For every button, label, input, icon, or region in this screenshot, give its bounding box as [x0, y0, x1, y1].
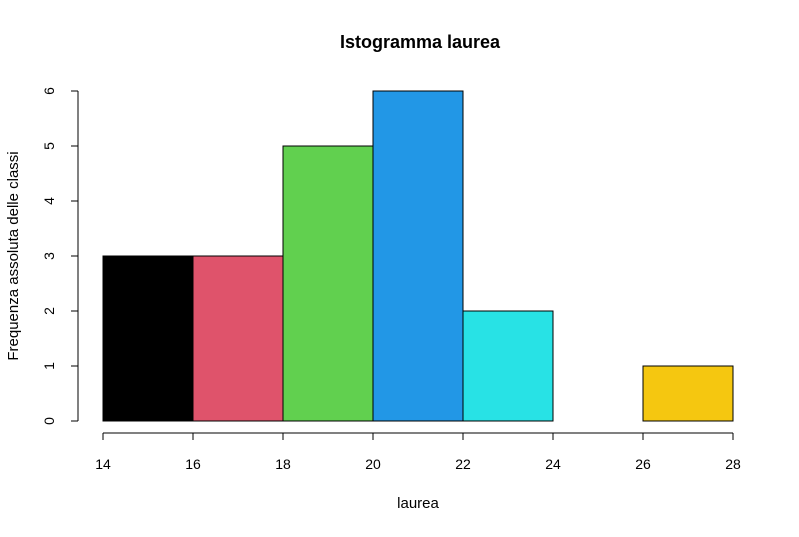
x-axis: 14 16 18 20 22 24 26 28 — [95, 432, 741, 472]
y-tick-label-2: 2 — [41, 307, 57, 315]
histogram-bar-1 — [192, 255, 284, 422]
x-tick-label-0: 14 — [95, 456, 111, 472]
x-tick-label-5: 24 — [545, 456, 561, 472]
histogram-bar-2 — [282, 145, 374, 422]
y-tick-label-1: 1 — [41, 362, 57, 370]
x-axis-label: laurea — [397, 495, 439, 512]
bars-group — [102, 90, 734, 422]
x-tick-label-2: 18 — [275, 456, 291, 472]
chart-title: Istogramma laurea — [340, 32, 501, 52]
y-tick-label-4: 4 — [41, 197, 57, 205]
histogram-bar-3 — [372, 90, 464, 422]
x-tick-label-4: 22 — [455, 456, 471, 472]
x-tick-label-1: 16 — [185, 456, 201, 472]
y-tick-label-0: 0 — [41, 417, 57, 425]
x-tick-label-7: 28 — [725, 456, 741, 472]
x-tick-label-3: 20 — [365, 456, 381, 472]
histogram-bar-4 — [462, 310, 554, 422]
histogram-bar-0 — [102, 255, 194, 422]
y-axis: 0 1 2 3 4 5 6 — [41, 87, 79, 425]
y-tick-label-5: 5 — [41, 142, 57, 150]
histogram-bar-6 — [642, 365, 734, 422]
y-axis-label: Frequenza assoluta delle classi — [5, 151, 22, 360]
y-tick-label-6: 6 — [41, 87, 57, 95]
y-tick-label-3: 3 — [41, 252, 57, 260]
x-tick-label-6: 26 — [635, 456, 651, 472]
